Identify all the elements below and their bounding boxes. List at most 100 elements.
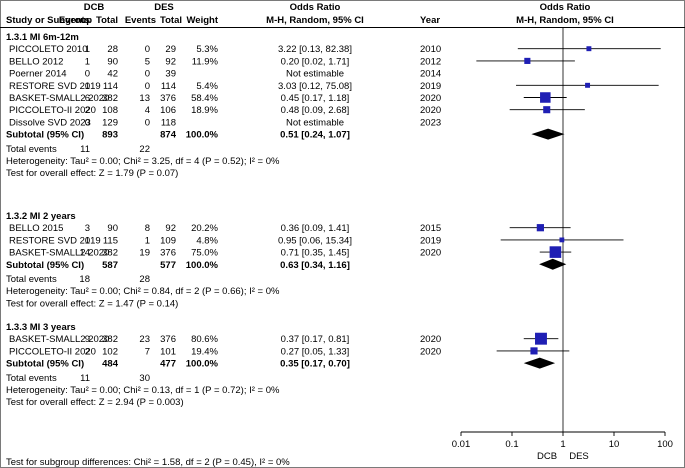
- subgroup-2-study-1-ci-text: 0.36 [0.09, 1.41]: [281, 223, 350, 234]
- subgroup-1-study-5-ci-text: 0.45 [0.17, 1.18]: [281, 93, 350, 104]
- subgroup-1-study-7-events-dcb: 0: [85, 117, 90, 128]
- subgroup-2-study-2-events-des: 1: [145, 235, 150, 246]
- header-method: M-H, Random, 95% CI: [266, 15, 364, 26]
- subgroup-3-study-2-events-dcb: 2: [85, 346, 90, 357]
- subgroup-2-study-3-year: 2020: [420, 248, 441, 259]
- subgroup-1-study-4-weight: 5.4%: [196, 81, 218, 92]
- subgroup-3-study-1-year: 2020: [420, 334, 441, 345]
- x-tick-label-3: 1: [560, 439, 565, 450]
- subgroup-2-study-3-events-dcb: 14: [79, 248, 90, 259]
- subgroup-1-study-6-events-des: 4: [145, 105, 150, 116]
- subgroup-1-study-6-events-dcb: 2: [85, 105, 90, 116]
- header-method-right: M-H, Random, 95% CI: [516, 15, 614, 26]
- subgroup-1-study-4-year: 2019: [420, 81, 441, 92]
- subgroup-3-study-1-marker: [535, 332, 547, 345]
- subgroup-2-study-1-events-dcb: 3: [85, 223, 90, 234]
- subgroup-2-study-3-marker: [549, 246, 562, 258]
- subgroup-1-study-5-events-des: 13: [139, 93, 150, 104]
- subgroup-2-total-events-des: 28: [139, 274, 150, 285]
- subgroup-3-subtotal-total-des: 477: [160, 359, 176, 370]
- subgroup-1-study-4-marker: [585, 82, 591, 88]
- subgroup-3-study-1-name: BASKET-SMALL2 2020: [9, 334, 109, 345]
- subgroup-1-heterogeneity: Heterogeneity: Tau² = 0.00; Chi² = 3.25,…: [6, 156, 280, 167]
- subgroup-2-study-3-total-dcb: 382: [102, 248, 118, 259]
- subgroup-1-study-6-year: 2020: [420, 105, 441, 116]
- subgroup-1-study-7-ci-text: Not estimable: [286, 117, 344, 128]
- subgroup-3-study-2-events-des: 7: [145, 346, 150, 357]
- subgroup-1-study-7-total-des: 118: [161, 117, 176, 128]
- subgroup-2-study-1-name: BELLO 2015: [9, 223, 63, 234]
- subgroup-3-study-2-year: 2020: [420, 346, 441, 357]
- subgroup-2-study-1-total-des: 92: [165, 223, 176, 234]
- header-year: Year: [420, 15, 440, 26]
- subgroup-1-study-6-total-des: 106: [160, 105, 176, 116]
- subgroup-2-total-events-label: Total events: [6, 274, 57, 285]
- header-total-dcb: Total: [96, 15, 118, 26]
- subgroup-1-study-2-weight: 11.9%: [192, 56, 219, 67]
- subgroup-3-subtotal-diamond: [523, 357, 556, 369]
- subgroup-2-subtotal-ci-text: 0.63 [0.34, 1.16]: [280, 260, 350, 271]
- subgroup-1-study-5-name: BASKET-SMALL2 2020: [9, 93, 109, 104]
- header-odds-ratio: Odds Ratio: [290, 2, 341, 13]
- subgroup-2-subtotal-total-des: 577: [160, 260, 176, 271]
- subgroup-2-study-2-total-des: 109: [160, 235, 176, 246]
- subgroup-1-total-events-des: 22: [139, 144, 150, 155]
- subgroup-3-study-1-ci-text: 0.37 [0.17, 0.81]: [281, 334, 350, 345]
- header-study: Study or Subgroup: [6, 15, 92, 26]
- subgroup-2-study-2-events-dcb: 1: [85, 235, 90, 246]
- header-des: DES: [154, 2, 174, 13]
- subgroup-1-study-5-total-des: 376: [160, 93, 176, 104]
- subgroup-1-study-6-total-dcb: 108: [102, 105, 118, 116]
- subgroup-3-subtotal-label: Subtotal (95% CI): [6, 359, 84, 370]
- subgroup-1-subtotal-ci-text: 0.51 [0.24, 1.07]: [280, 130, 350, 141]
- subgroup-1-study-3-year: 2014: [420, 69, 441, 80]
- subgroup-3-total-events-dcb: 11: [80, 373, 90, 384]
- subgroup-3-study-1-total-dcb: 382: [102, 334, 118, 345]
- subgroup-2-total-events-dcb: 18: [79, 274, 90, 285]
- subgroup-2-subtotal-diamond: [539, 258, 567, 270]
- subgroup-3-subtotal-weight: 100.0%: [186, 359, 219, 370]
- favours-des-label: DES: [569, 451, 589, 462]
- subgroup-3-total-events-des: 30: [139, 373, 150, 384]
- subgroup-1-study-2-total-des: 92: [165, 56, 176, 67]
- subgroup-1-study-7-total-dcb: 129: [102, 117, 118, 128]
- subgroup-1-study-7-year: 2023: [420, 117, 441, 128]
- subgroup-2-study-2-year: 2019: [420, 235, 441, 246]
- subgroup-2-heterogeneity: Heterogeneity: Tau² = 0.00; Chi² = 0.84,…: [6, 286, 280, 297]
- subgroup-1-study-3-events-dcb: 0: [85, 69, 90, 80]
- subgroup-2-study-2-name: RESTORE SVD 2019: [9, 235, 101, 246]
- subgroup-3-total-events-label: Total events: [6, 373, 57, 384]
- x-tick-label-5: 100: [657, 439, 673, 450]
- subgroup-1-subtotal-diamond: [531, 128, 565, 140]
- subgroup-1-study-2-events-dcb: 1: [85, 56, 90, 67]
- subgroup-2-title: 1.3.2 MI 2 years: [6, 211, 76, 222]
- subgroup-1-study-2-marker: [524, 57, 531, 64]
- subgroup-2-subtotal-weight: 100.0%: [186, 260, 219, 271]
- subgroup-1-study-4-total-dcb: 114: [103, 81, 118, 92]
- subgroup-1-study-3-ci-text: Not estimable: [286, 69, 344, 80]
- subgroup-1-subtotal-weight: 100.0%: [186, 130, 219, 141]
- subgroup-2-study-1-marker: [536, 224, 544, 232]
- subgroup-1-overall-effect: Test for overall effect: Z = 1.79 (P = 0…: [6, 168, 178, 179]
- subgroup-3-study-2-weight: 19.4%: [191, 346, 218, 357]
- subgroup-1-study-6-ci-text: 0.48 [0.09, 2.68]: [281, 105, 350, 116]
- subgroup-1-subtotal-total-des: 874: [160, 130, 177, 141]
- subgroup-2-study-1-year: 2015: [420, 223, 441, 234]
- subgroup-3-study-1-events-dcb: 9: [85, 334, 90, 345]
- subgroup-3-subtotal-ci-text: 0.35 [0.17, 0.70]: [280, 359, 350, 370]
- subgroup-1-study-4-ci-text: 3.03 [0.12, 75.08]: [278, 81, 352, 92]
- header-events-dcb: Events: [59, 15, 90, 26]
- subgroup-1-total-events-label: Total events: [6, 144, 57, 155]
- subgroup-1-study-1-name: PICCOLETO 2010: [9, 44, 88, 55]
- subgroup-2-subtotal-label: Subtotal (95% CI): [6, 260, 84, 271]
- subgroup-1-study-3-total-dcb: 42: [107, 69, 118, 80]
- subgroup-3-study-1-events-des: 23: [139, 334, 150, 345]
- subgroup-1-study-2-ci-text: 0.20 [0.02, 1.71]: [281, 56, 350, 67]
- subgroup-1-study-4-events-des: 0: [145, 81, 150, 92]
- subgroup-2-study-3-weight: 75.0%: [191, 248, 218, 259]
- subgroup-1-study-6-marker: [543, 106, 551, 114]
- subgroup-2-study-1-weight: 20.2%: [191, 223, 218, 234]
- subgroup-1-study-1-weight: 5.3%: [196, 44, 218, 55]
- subgroup-1-study-5-marker: [540, 92, 551, 103]
